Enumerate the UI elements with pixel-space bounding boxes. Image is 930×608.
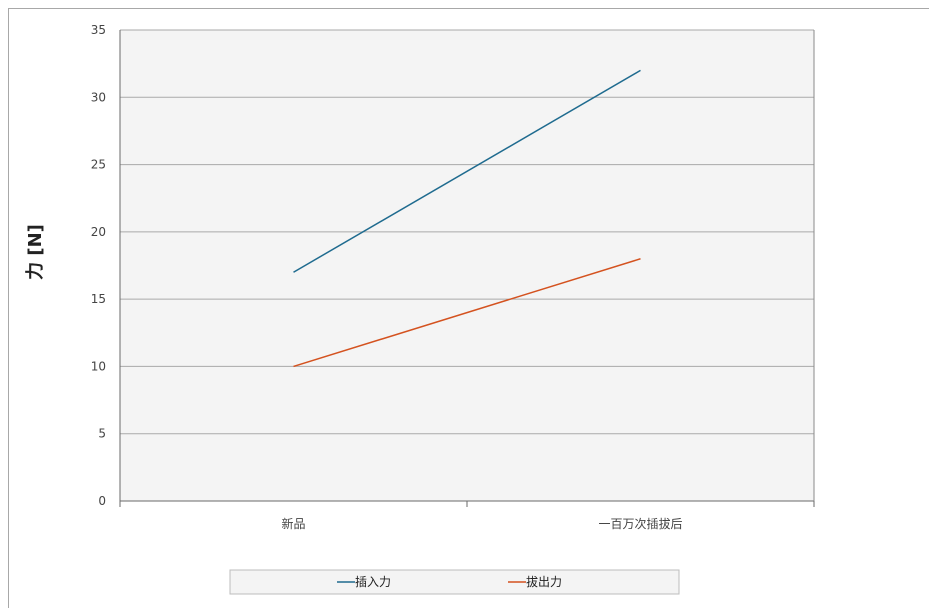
plot-area: [120, 30, 814, 501]
y-tick-label: 5: [98, 427, 106, 441]
chart-frame: [8, 8, 929, 608]
y-tick-label: 30: [91, 90, 106, 104]
y-tick-label: 25: [91, 158, 106, 172]
series-line: [293, 258, 641, 368]
y-axis-label: 力 [N]: [25, 224, 46, 280]
series-lines: [293, 69, 641, 368]
series-line: [293, 69, 641, 273]
y-tick-label: 15: [91, 292, 106, 306]
y-tick-label: 10: [91, 359, 106, 373]
legend-box: [229, 569, 680, 595]
axes: [119, 30, 815, 507]
legend-label: 插入力: [355, 575, 391, 589]
x-tick-label: 一百万次插拔后: [598, 516, 682, 531]
legend: 插入力 拔出力: [229, 569, 680, 595]
gridlines: [120, 29, 814, 435]
y-tick-label: 35: [91, 23, 106, 37]
legend-label: 拔出力: [526, 574, 562, 589]
x-tick-label: 新品: [281, 516, 305, 531]
tick-labels: 0 5 10 15 20 25 30 35 新品 一百万次插拔后: [91, 23, 683, 531]
y-tick-label: 20: [91, 225, 106, 239]
y-tick-label: 0: [98, 494, 106, 508]
